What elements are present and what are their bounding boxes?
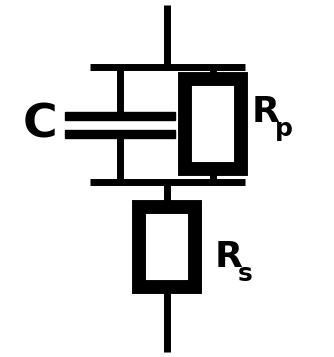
- Text: R: R: [252, 95, 280, 129]
- Text: p: p: [275, 117, 293, 141]
- Bar: [139, 207, 195, 287]
- Text: R: R: [215, 240, 243, 274]
- Bar: [65, 130, 175, 138]
- Text: s: s: [238, 262, 253, 286]
- Bar: [185, 79, 241, 169]
- Bar: [65, 112, 175, 120]
- Text: C: C: [23, 102, 57, 147]
